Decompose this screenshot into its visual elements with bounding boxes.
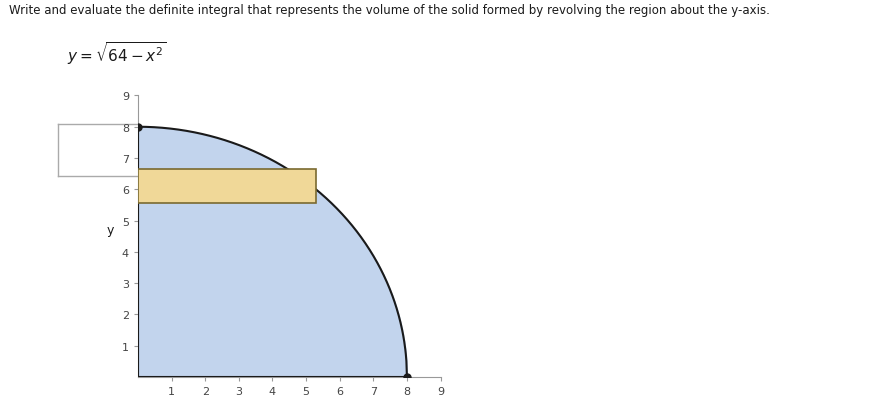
Bar — [138, 170, 316, 204]
Y-axis label: y: y — [107, 224, 115, 237]
Text: Write and evaluate the definite integral that represents the volume of the solid: Write and evaluate the definite integral… — [9, 4, 770, 17]
Text: $y = \sqrt{64 - x^2}$: $y = \sqrt{64 - x^2}$ — [67, 40, 166, 67]
